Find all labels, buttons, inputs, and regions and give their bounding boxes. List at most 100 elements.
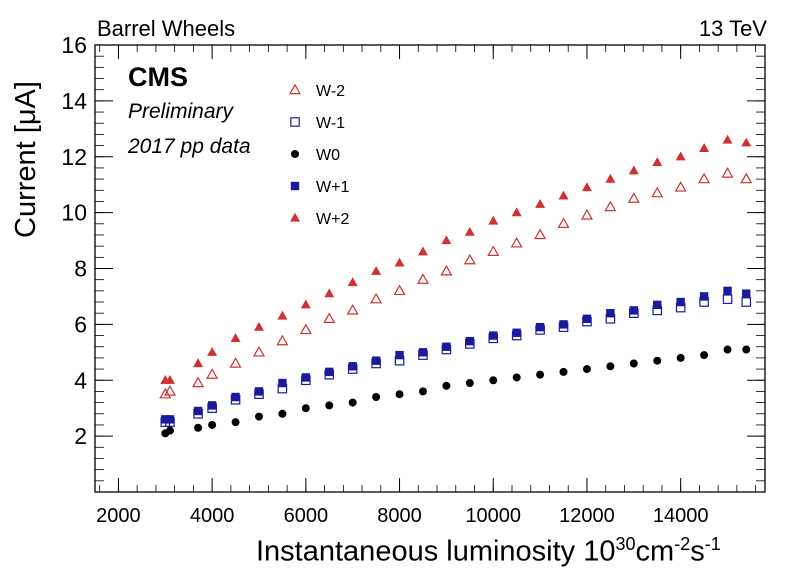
y-tick-label: 14 [61,88,87,114]
header-left-label: Barrel Wheels [97,16,236,41]
point-wp2 [253,321,264,331]
legend-label-wp1: W+1 [316,179,349,196]
point-wp1 [582,314,592,323]
point-wp2 [722,134,733,144]
point-wm2 [534,228,547,240]
point-wm2 [463,253,476,265]
point-wp2 [417,246,428,256]
point-wm2 [159,387,172,399]
point-w0 [512,373,521,382]
x-axis-title-exp3: -1 [704,534,721,554]
point-wp2 [628,165,639,175]
experiment-label: CMS [128,62,188,92]
point-wm2 [721,167,734,178]
point-wp2 [605,173,616,183]
point-wm2 [416,273,430,284]
point-wp2 [347,277,358,287]
point-wp2 [207,347,218,356]
point-wp1 [465,336,475,346]
point-wm1 [722,294,733,305]
point-wp1 [559,320,568,329]
point-wm2 [323,312,336,323]
point-wp2 [581,182,592,192]
point-wp1 [535,322,545,332]
y-tick-label: 10 [61,200,87,226]
point-wp2 [371,266,382,275]
point-wm2 [299,323,312,335]
point-wp1 [699,292,709,301]
point-w0 [348,398,357,407]
point-wp2 [164,375,175,384]
point-wp2 [699,143,710,152]
x-tick-label: 10000 [465,505,521,527]
legend-marker-wm2 [288,83,302,95]
point-wm2 [651,186,664,198]
y-tick-label: 6 [74,311,87,337]
point-w0 [278,409,287,418]
point-w0 [372,393,381,402]
point-wp2 [675,151,686,161]
x-axis-title-unit1: cm [635,535,675,568]
y-tick-label: 16 [61,32,87,58]
point-w0 [742,345,751,354]
legend-label-wp2: W+2 [316,211,349,228]
legend-label-wm2: W-2 [316,83,345,100]
x-axis-title-unit2: s [690,535,705,568]
point-wp1 [207,401,217,410]
point-wp1 [512,328,521,337]
point-w0 [700,351,709,360]
point-w0 [723,345,732,354]
point-wp2 [300,299,311,309]
point-wm2 [370,292,383,304]
point-wp1 [161,415,170,424]
point-wp1 [301,373,311,382]
x-tick-label: 4000 [190,505,235,527]
point-w0 [629,359,638,368]
point-wm2 [557,217,570,228]
point-w0 [395,390,404,399]
point-wp1 [193,406,203,416]
x-axis-title-exp1: 30 [615,534,636,554]
point-wp1 [442,342,451,351]
point-wp1 [348,362,357,371]
point-w0 [606,362,615,371]
point-wp2 [193,358,204,368]
point-wm2 [440,264,453,276]
point-wp2 [652,157,663,166]
point-wp1 [278,378,287,388]
point-wp2 [464,226,475,236]
point-wp2 [511,207,522,217]
point-w0 [653,356,662,365]
point-w0 [418,387,427,396]
point-wp1 [325,367,334,377]
point-wp2 [277,310,288,320]
point-w0 [325,401,334,410]
y-axis-title: Current [μA] [10,81,42,238]
point-wp1 [165,415,175,424]
x-axis-title: Instantaneous luminosity 1030cm-2s-1 [256,534,721,569]
status-label: Preliminary [128,100,234,123]
point-wm2 [163,385,176,396]
point-wp2 [488,215,499,225]
point-wp1 [231,392,240,402]
point-wp1 [723,286,732,296]
legend-marker-wp2 [290,212,300,222]
point-wm2 [740,172,753,184]
point-wm2 [627,192,640,203]
point-wp1 [489,331,498,340]
point-wp1 [653,300,662,310]
x-tick-label: 6000 [284,505,329,527]
point-wp2 [741,137,752,147]
point-wm2 [510,236,523,248]
point-wm2 [346,303,359,315]
dataset-label: 2017 pp data [128,135,251,158]
point-wm2 [229,357,242,368]
point-wm2 [674,181,687,192]
point-wp2 [230,333,241,342]
point-wm2 [393,284,406,296]
point-wp2 [441,235,452,245]
point-wp1 [418,348,428,357]
point-wp1 [606,309,615,318]
point-wp1 [676,297,685,307]
